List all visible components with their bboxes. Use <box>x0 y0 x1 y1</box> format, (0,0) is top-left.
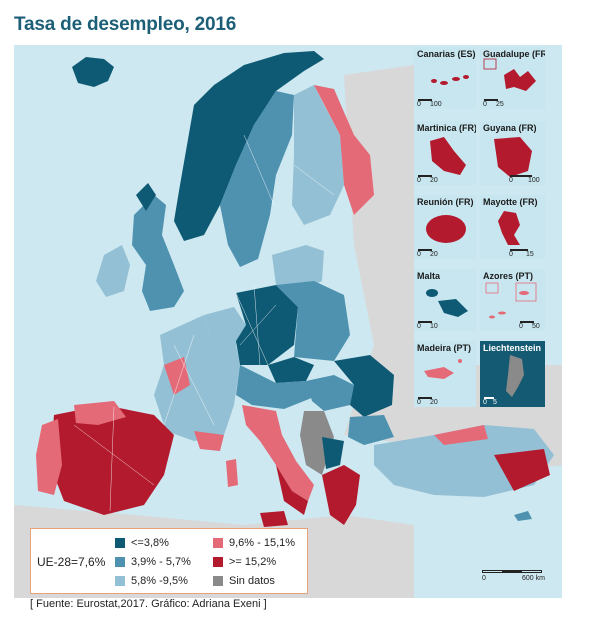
inset-canarias-shape <box>431 75 469 85</box>
eu-average-label: UE-28=7,6% <box>37 555 106 569</box>
inset-scale-bar <box>510 249 528 251</box>
region-france-south <box>194 431 224 451</box>
region-uk <box>132 195 184 311</box>
legend-swatch <box>213 538 223 548</box>
map-legend: UE-28=7,6% <=3,8% 3,9% - 5,7% 5,8% -9,5%… <box>30 528 308 594</box>
legend-item: Sin datos <box>213 575 275 587</box>
inset-scale-bar <box>520 321 534 323</box>
region-portugal <box>36 419 62 495</box>
main-scale-bar: 0 600 km <box>482 566 545 584</box>
region-spain-north <box>74 401 126 425</box>
inset-malta-shape <box>426 289 468 317</box>
region-iceland <box>72 57 114 87</box>
inset-martinica-shape <box>430 137 466 175</box>
inset-scale-bar <box>418 99 432 101</box>
region-bulgaria <box>348 415 394 445</box>
inset-guadalupe-shape <box>483 58 536 91</box>
region-turkey-southeast <box>494 449 550 491</box>
legend-swatch <box>115 538 125 548</box>
legend-item: 9,6% - 15,1% <box>213 537 295 549</box>
map-title: Tasa de desempleo, 2016 <box>14 14 237 35</box>
inset-malta: Malta 0 10 <box>414 269 476 331</box>
inset-azores: Azores (PT) 0 50 <box>480 269 545 331</box>
inset-scale-bar <box>418 397 432 399</box>
legend-item: <=3,8% <box>115 537 169 549</box>
region-scotland-north <box>136 183 156 211</box>
inset-mayotte: Mayotte (FR) 0 15 <box>480 195 545 259</box>
region-finland <box>292 85 344 225</box>
legend-swatch <box>213 557 223 567</box>
inset-madeira: Madeira (PT) 0 20 <box>414 341 476 407</box>
inset-guyana-shape <box>494 137 532 177</box>
region-sweden <box>220 91 294 267</box>
inset-canarias: Canarias (ES) 0 100 <box>414 47 476 109</box>
inset-scale-bar <box>418 321 432 323</box>
legend-item: 5,8% -9,5% <box>115 575 188 587</box>
region-benelux <box>204 307 246 345</box>
inset-mayotte-shape <box>498 211 520 245</box>
source-credit: [ Fuente: Eurostat,2017. Gráfico: Adrian… <box>30 598 267 610</box>
region-italy <box>242 405 314 501</box>
inset-reunion-shape <box>426 215 466 243</box>
region-austria <box>236 365 314 409</box>
inset-scale-bar <box>510 175 532 177</box>
region-czechia <box>268 357 314 383</box>
inset-azores-shape <box>485 282 537 319</box>
region-sicily <box>260 511 288 527</box>
region-poland <box>276 281 350 361</box>
inset-scale-bar <box>418 249 432 251</box>
region-ireland <box>96 245 130 297</box>
region-sardinia <box>226 459 238 487</box>
legend-swatch <box>115 576 125 586</box>
inset-scale-bar <box>418 175 432 177</box>
inset-guyana: Guyana (FR) 0 100 <box>480 121 545 185</box>
legend-swatch <box>213 576 223 586</box>
region-turkey-north <box>434 425 488 445</box>
inset-madeira-shape <box>424 359 462 379</box>
region-cyprus <box>514 511 532 521</box>
inset-liechtenstein-shape <box>506 355 524 397</box>
legend-swatch <box>115 557 125 567</box>
inset-martinica: Martinica (FR) 0 20 <box>414 121 476 185</box>
legend-item: 3,9% - 5,7% <box>115 556 191 568</box>
region-norway <box>174 51 324 241</box>
inset-guadalupe: Guadalupe (FR) 0 25 <box>480 47 545 109</box>
legend-item: >= 15,2% <box>213 556 276 568</box>
region-hungary <box>306 375 354 411</box>
region-italy-south <box>276 465 308 515</box>
region-greece <box>322 465 360 525</box>
inset-liechtenstein: Liechtenstein 0 5 <box>480 341 545 407</box>
region-germany <box>236 285 298 365</box>
region-north-macedonia <box>322 437 344 469</box>
inset-scale-bar <box>484 397 494 399</box>
region-finland-east <box>314 85 374 215</box>
inset-reunion: Reunión (FR) 0 20 <box>414 195 476 259</box>
region-france <box>154 315 240 441</box>
inset-scale-bar <box>484 99 498 101</box>
region-romania <box>334 355 394 417</box>
